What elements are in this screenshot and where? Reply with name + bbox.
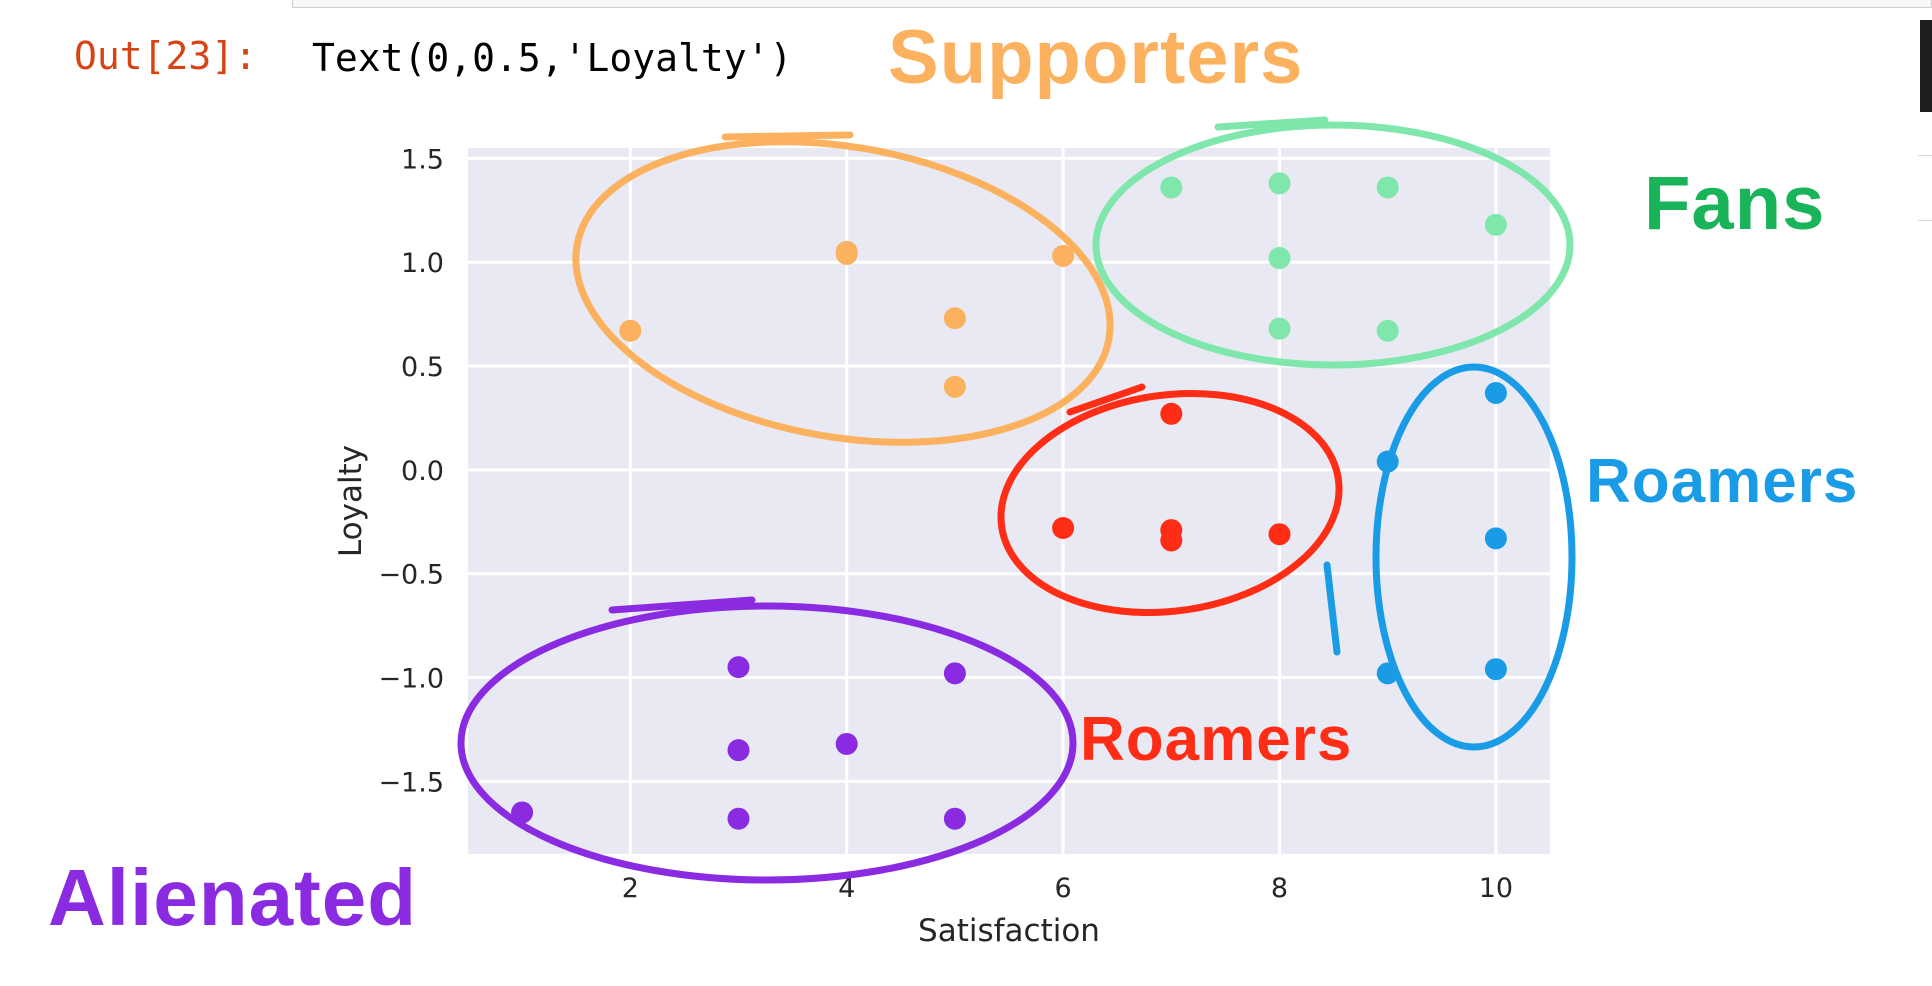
data-point (1268, 317, 1291, 340)
y-tick-label: 0.0 (401, 456, 444, 487)
cell-output-text: Text(0,0.5,'Loyalty') (312, 36, 793, 80)
supporters-outline (572, 138, 1114, 446)
data-point (1160, 529, 1183, 552)
x-axis-label: Satisfaction (918, 913, 1100, 949)
divider (1918, 155, 1932, 156)
fans-outline (1092, 121, 1574, 369)
supporters-annotation: Supporters (888, 15, 1304, 100)
data-points (511, 172, 1507, 830)
grid (468, 148, 1550, 854)
data-point (835, 732, 858, 755)
y-axis-label: Loyalty (333, 445, 369, 557)
roamers-red-outline-tail (1066, 383, 1146, 416)
data-point (727, 739, 750, 762)
data-point (1484, 658, 1507, 681)
supporters-outline-tail (721, 131, 854, 141)
x-tick-label: 8 (1271, 873, 1288, 904)
x-tick-label: 2 (622, 873, 639, 904)
data-point (1376, 319, 1399, 342)
data-point (727, 656, 750, 679)
data-point (1052, 244, 1075, 267)
data-point (1052, 516, 1075, 539)
data-point (943, 807, 966, 830)
data-point (943, 662, 966, 685)
x-tick-label: 10 (1479, 873, 1513, 904)
data-point (1484, 527, 1507, 550)
x-tick-label: 6 (1055, 873, 1072, 904)
ticks: 2 4 6 8 10 1.5 1.0 0.5 0.0 −0.5 −1.0 −1.5 (378, 144, 1513, 904)
x-tick-label: 4 (838, 873, 855, 904)
fans-outline-tail (1214, 116, 1329, 131)
data-point (619, 319, 642, 342)
roamers-blue-outline-tail (1323, 561, 1341, 656)
data-point (1484, 382, 1507, 405)
data-point (1484, 213, 1507, 236)
data-point (1268, 247, 1291, 270)
y-tick-label: −0.5 (378, 560, 444, 591)
y-tick-label: −1.5 (378, 767, 444, 798)
data-point (1160, 176, 1183, 199)
data-point (727, 807, 750, 830)
y-tick-label: 1.0 (401, 248, 444, 279)
data-point (943, 307, 966, 330)
data-point (835, 242, 858, 265)
roamers-red-annotation: Roamers (1080, 705, 1353, 774)
data-point (1160, 402, 1183, 425)
alienated-annotation: Alienated (48, 853, 418, 942)
data-point (1268, 172, 1291, 195)
fans-annotation: Fans (1644, 161, 1826, 246)
y-tick-label: 0.5 (401, 352, 444, 383)
divider (1918, 220, 1932, 221)
data-point (1268, 523, 1291, 546)
plot-area (468, 148, 1550, 854)
y-tick-label: −1.0 (378, 664, 444, 695)
output-prompt: Out[23]: (74, 34, 258, 78)
alienated-outline-tail (608, 596, 756, 614)
scrollbar-edge[interactable] (1920, 20, 1932, 112)
y-tick-label: 1.5 (401, 144, 444, 175)
alienated-outline (457, 602, 1077, 884)
cluster-outlines (457, 116, 1576, 884)
roamers-red-outline (997, 389, 1343, 617)
data-point (1376, 176, 1399, 199)
roamers-blue-outline (1372, 363, 1576, 751)
roamers-blue-annotation: Roamers (1586, 447, 1859, 516)
data-point (943, 375, 966, 398)
